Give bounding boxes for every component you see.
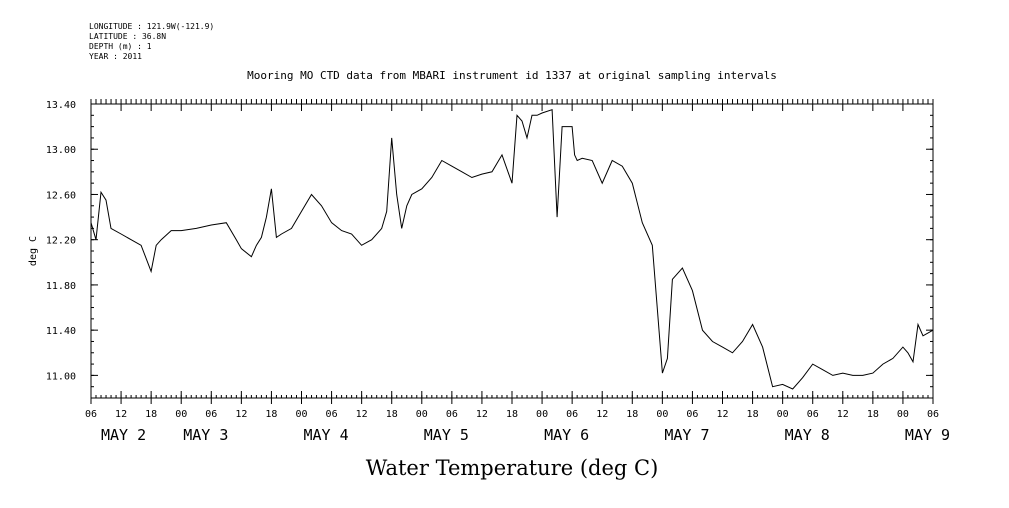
x-tick-label: 06 [326,409,338,420]
series-layer [90,109,934,390]
x-tick-label: 00 [777,409,789,420]
x-tick-label: 06 [807,409,819,420]
x-tick-label: 12 [716,409,728,420]
header-longitude: LONGITUDE : 121.9W(-121.9) [89,22,215,31]
y-tick-label: 11.40 [46,326,76,337]
y-axis-label: deg C [28,236,39,266]
header-year: YEAR : 2011 [89,52,142,61]
x-tick-label: 00 [175,409,187,420]
labels-layer: 13.40 13.00 12.60 12.20 11.80 11.40 11.00 06 12 1… [46,100,950,444]
x-tick-label: 12 [235,409,247,420]
x-tick-label: 00 [295,409,307,420]
y-tick-label: 11.00 [46,371,76,382]
x-tick-label: 06 [566,409,578,420]
y-tick-label: 12.20 [46,236,76,247]
x-tick-label: 18 [747,409,759,420]
chart-header: LONGITUDE : 121.9W(-121.9) LATITUDE : 36… [89,22,214,62]
x-tick-label: 18 [145,409,157,420]
x-tick-label: 06 [927,409,939,420]
x-tick-label: 00 [536,409,548,420]
y-tick-label: 13.40 [46,100,76,111]
date-label: MAY 6 [544,426,589,444]
y-tick-label: 12.60 [46,190,76,201]
x-axis-label: Water Temperature (deg C) [366,456,659,480]
header-depth: DEPTH (m) : 1 [89,42,152,51]
x-tick-label: 18 [506,409,518,420]
x-tick-label: 00 [416,409,428,420]
ticks-layer [90,99,934,404]
date-label: MAY 3 [183,426,228,444]
x-tick-label: 12 [596,409,608,420]
x-tick-label: 06 [686,409,698,420]
x-tick-label: 18 [386,409,398,420]
date-label: MAY 8 [785,426,830,444]
x-tick-label: 06 [446,409,458,420]
date-label: MAY 5 [424,426,469,444]
chart-title: Mooring MO CTD data from MBARI instrumen… [247,69,777,82]
x-tick-label: 18 [626,409,638,420]
x-tick-label: 12 [837,409,849,420]
x-tick-label: 12 [115,409,127,420]
header-latitude: LATITUDE : 36.8N [89,32,167,41]
date-label: MAY 9 [905,426,950,444]
y-tick-label: 11.80 [46,281,76,292]
x-tick-label: 00 [897,409,909,420]
x-tick-label: 00 [656,409,668,420]
date-label: MAY 2 [101,426,146,444]
plot-frame [90,103,934,399]
x-tick-label: 18 [867,409,879,420]
date-label: MAY 4 [304,426,349,444]
x-tick-label: 12 [476,409,488,420]
y-tick-label: 13.00 [46,145,76,156]
x-tick-label: 06 [205,409,217,420]
x-tick-label: 12 [356,409,368,420]
date-label: MAY 7 [664,426,709,444]
series-line [90,109,934,390]
x-tick-label: 18 [265,409,277,420]
x-tick-label: 06 [85,409,97,420]
